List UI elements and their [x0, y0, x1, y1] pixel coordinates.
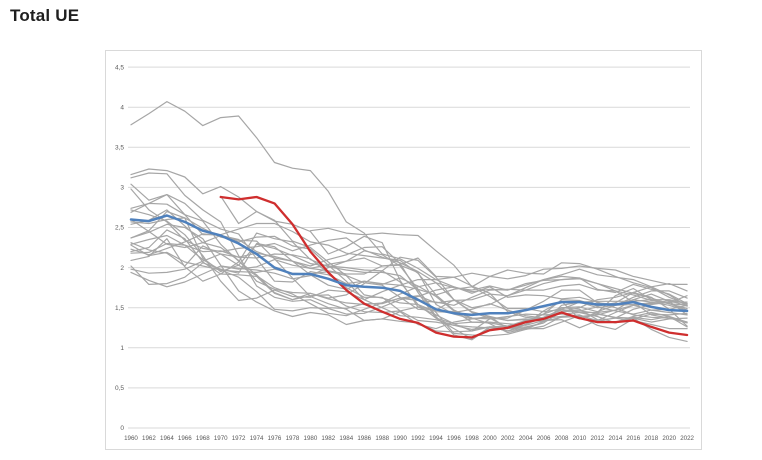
y-tick-label: 4 — [120, 104, 124, 111]
x-tick-label: 1988 — [375, 435, 389, 442]
series-line-member-23 — [130, 234, 688, 324]
x-tick-label: 1996 — [447, 435, 461, 442]
x-tick-label: 1962 — [142, 435, 156, 442]
x-tick-label: 2018 — [644, 435, 658, 442]
x-tick-label: 2022 — [680, 435, 694, 442]
y-tick-label: 1 — [120, 345, 124, 352]
y-tick-label: 0,5 — [115, 385, 124, 392]
x-tick-label: 2000 — [483, 435, 497, 442]
x-tick-label: 2016 — [626, 435, 640, 442]
x-tick-label: 1980 — [304, 435, 318, 442]
x-tick-label: 1968 — [196, 435, 210, 442]
x-tick-label: 1986 — [357, 435, 371, 442]
x-tick-label: 2008 — [555, 435, 569, 442]
page-title: Total UE — [10, 6, 80, 25]
x-tick-label: 1970 — [214, 435, 228, 442]
series-line-highlighted-series — [219, 195, 689, 339]
chart[interactable]: 0 0,5 1 1,5 2 2,5 3 3,5 4 4,5 1960 1962 1964 1966 1968… — [105, 50, 702, 450]
x-tick-label: 1990 — [393, 435, 407, 442]
y-tick-label: 2 — [120, 265, 124, 272]
x-tick-label: 1974 — [250, 435, 264, 442]
series-line-member-12 — [130, 202, 688, 320]
x-tick-label: 2014 — [609, 435, 623, 442]
y-tick-label: 3 — [120, 185, 124, 192]
y-tick-label: 2,5 — [115, 225, 124, 232]
series-line-member-05 — [130, 172, 688, 310]
x-tick-label: 1984 — [339, 435, 353, 442]
series-line-member-24 — [220, 257, 688, 342]
x-tick-label: 2004 — [519, 435, 533, 442]
x-tick-label: 2020 — [662, 435, 676, 442]
y-tick-label: 4,5 — [115, 64, 124, 71]
x-tick-label: 2002 — [501, 435, 515, 442]
x-tick-label: 1976 — [268, 435, 282, 442]
series-line-member-10 — [130, 229, 688, 309]
y-tick-label: 1,5 — [115, 305, 124, 312]
x-tick-label: 1964 — [160, 435, 174, 442]
x-tick-label: 2010 — [573, 435, 587, 442]
series-line-member-02 — [130, 194, 688, 296]
x-tick-label: 2012 — [591, 435, 605, 442]
series-line-average-series — [129, 214, 689, 317]
series-line-member-26 — [130, 244, 688, 322]
x-tick-label: 1960 — [124, 435, 138, 442]
x-tick-label: 1998 — [465, 435, 479, 442]
chart-plot[interactable]: 0 0,5 1 1,5 2 2,5 3 3,5 4 4,5 1960 1962 1964 1966 1968… — [106, 51, 701, 449]
x-tick-label: 1972 — [232, 435, 246, 442]
x-tick-label: 1982 — [321, 435, 335, 442]
series-line-member-15 — [130, 232, 688, 337]
x-tick-label: 1966 — [178, 435, 192, 442]
x-tick-label: 1978 — [286, 435, 300, 442]
series-line-member-16 — [130, 183, 688, 334]
series-line-member-01 — [130, 100, 688, 306]
x-tick-label: 1992 — [411, 435, 425, 442]
y-tick-label: 3,5 — [115, 145, 124, 152]
x-tick-label: 1994 — [429, 435, 443, 442]
y-tick-label: 0 — [120, 425, 124, 432]
x-tick-label: 2006 — [537, 435, 551, 442]
